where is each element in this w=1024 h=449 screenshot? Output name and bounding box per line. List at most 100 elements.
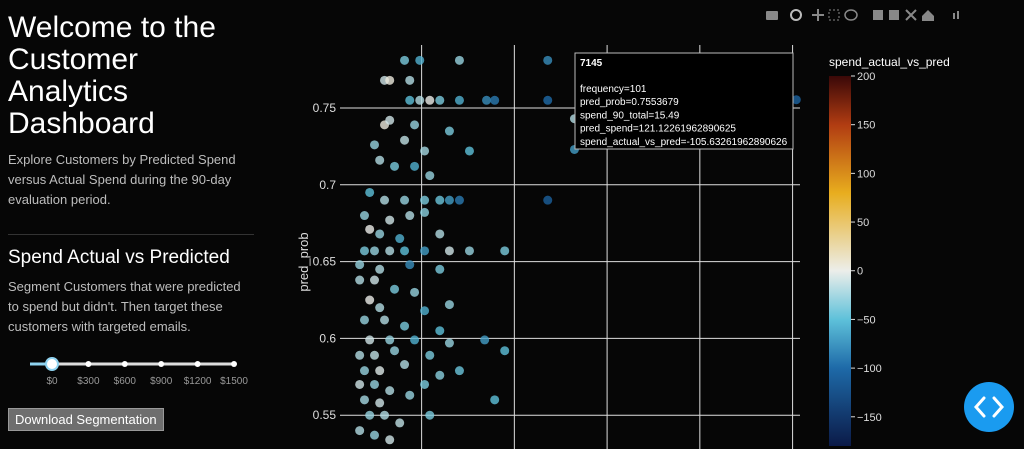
slider-handle[interactable]	[45, 357, 59, 371]
lasso-icon[interactable]	[844, 9, 858, 21]
home-icon[interactable]	[922, 10, 934, 21]
colorbar-tick-label: −150	[857, 412, 882, 424]
point	[435, 195, 445, 205]
point	[410, 120, 420, 130]
zoom-in-icon[interactable]	[873, 10, 883, 20]
colorbar	[829, 76, 851, 446]
point	[400, 246, 410, 256]
y-tick-label: 0.55	[313, 408, 337, 422]
point	[543, 95, 553, 105]
y-tick-label: 0.75	[313, 101, 337, 115]
point	[435, 95, 445, 105]
point	[482, 95, 492, 105]
point	[405, 390, 415, 400]
point	[464, 146, 474, 156]
colorbar-tick-label: −50	[857, 314, 876, 326]
point	[410, 161, 420, 171]
point	[420, 146, 430, 156]
colorbar-tick-label: 100	[857, 168, 875, 180]
hover-box	[574, 52, 794, 150]
point	[370, 350, 379, 360]
point	[355, 426, 365, 436]
point	[400, 195, 410, 205]
point	[420, 379, 430, 389]
colorbar-title: spend_actual_vs_pred	[829, 55, 950, 69]
slider-dot	[194, 361, 201, 367]
point	[420, 195, 430, 205]
y-tick-label: 0.65	[313, 255, 337, 269]
point	[500, 346, 510, 356]
point	[400, 135, 410, 145]
point	[380, 410, 390, 420]
pan-icon[interactable]	[812, 9, 824, 21]
point	[365, 295, 375, 305]
description: Explore Customers by Predicted Spend ver…	[8, 152, 236, 207]
point	[385, 75, 395, 85]
point	[425, 95, 435, 105]
slider-mark-label: $600	[114, 376, 137, 387]
point	[444, 300, 454, 310]
slider-dot	[121, 361, 128, 367]
point	[365, 224, 375, 234]
hover-line: pred_spend=121.12261962890625	[580, 124, 736, 135]
point	[425, 171, 435, 181]
hover-line: frequency=101	[580, 84, 647, 95]
slider-mark-label: $0	[46, 376, 58, 387]
slider-mark-label: $300	[77, 376, 100, 387]
point	[385, 435, 395, 445]
point	[454, 95, 464, 105]
point	[380, 315, 390, 325]
point	[543, 195, 553, 205]
slider-dot	[85, 361, 92, 367]
divider	[8, 234, 254, 235]
point	[370, 275, 379, 285]
point	[370, 140, 379, 150]
hover-line: pred_prob=0.7553679	[580, 97, 679, 108]
point	[454, 195, 464, 205]
point	[454, 366, 464, 376]
point	[415, 95, 425, 105]
point	[405, 95, 415, 105]
code-button-circle[interactable]	[964, 382, 1014, 432]
camera-icon[interactable]	[766, 11, 778, 20]
point	[415, 55, 425, 65]
point	[400, 55, 410, 65]
y-tick-label: 0.7	[319, 178, 336, 192]
plotly-logo	[953, 13, 955, 19]
point	[420, 306, 430, 316]
point	[444, 338, 454, 348]
point	[791, 95, 801, 105]
slider-dot	[158, 361, 165, 367]
point	[435, 370, 445, 380]
point	[435, 326, 445, 336]
point	[420, 207, 430, 217]
download-button[interactable]: Download Segmentation	[8, 408, 164, 431]
colorbar-tick-label: 150	[857, 120, 875, 132]
point	[385, 386, 395, 396]
colorbar-tick-label: 0	[857, 266, 863, 278]
sidebar: Welcome to the Customer Analytics Dashbo…	[8, 8, 256, 337]
point	[359, 395, 369, 405]
point	[444, 195, 454, 205]
colorbar-tick-label: 200	[857, 71, 875, 83]
point	[435, 229, 445, 239]
zoom-out-icon[interactable]	[889, 10, 899, 20]
point	[395, 418, 405, 428]
autoscale-icon[interactable]	[905, 9, 917, 21]
point	[390, 346, 400, 356]
y-axis-title: pred_prob	[296, 232, 311, 291]
point	[400, 321, 410, 331]
point	[359, 366, 369, 376]
point	[355, 350, 365, 360]
select-icon[interactable]	[828, 9, 840, 21]
point	[365, 335, 375, 345]
hover-line: spend_90_total=15.49	[580, 110, 680, 121]
point	[390, 284, 400, 294]
point	[420, 246, 430, 256]
point	[390, 161, 400, 171]
point	[425, 350, 435, 360]
zoom-icon[interactable]	[790, 9, 802, 21]
code-button[interactable]	[964, 382, 1014, 432]
